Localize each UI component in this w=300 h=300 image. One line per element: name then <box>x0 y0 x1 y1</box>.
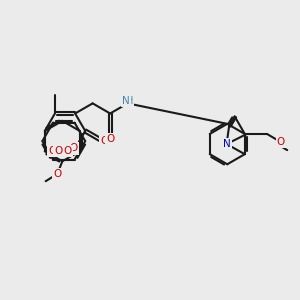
Text: O: O <box>70 143 78 154</box>
Text: N: N <box>223 139 230 149</box>
Text: O: O <box>48 146 56 156</box>
Text: O: O <box>277 137 285 147</box>
Text: N: N <box>122 96 130 106</box>
Text: O: O <box>106 134 114 144</box>
Text: O: O <box>100 136 108 146</box>
Text: H: H <box>126 96 133 106</box>
Text: O: O <box>54 146 62 156</box>
Text: O: O <box>64 146 72 156</box>
Text: O: O <box>53 169 61 179</box>
